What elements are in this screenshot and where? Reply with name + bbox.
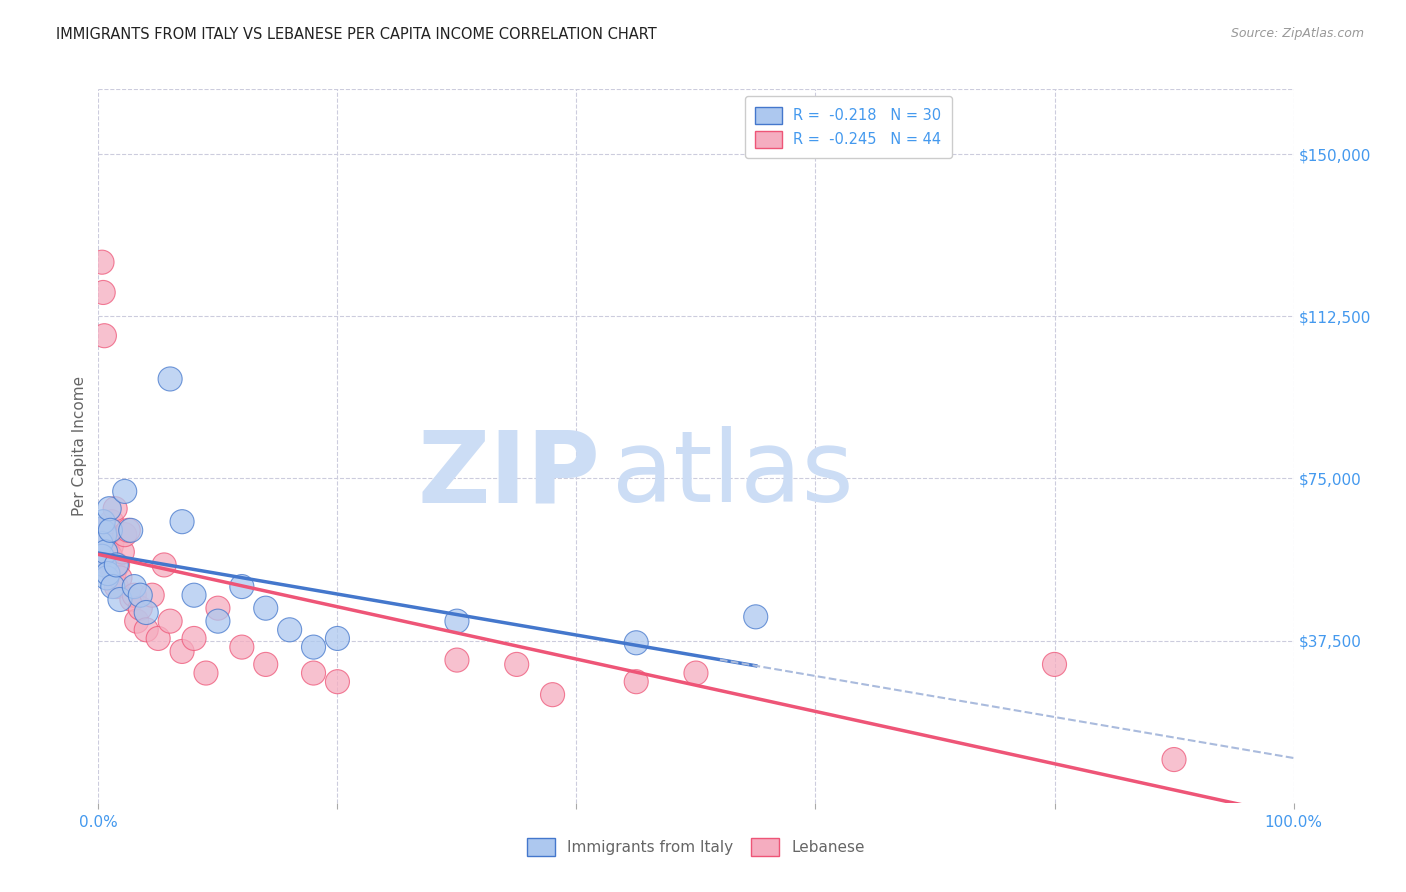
Point bbox=[90, 553, 112, 567]
Point bbox=[302, 666, 325, 681]
Point bbox=[124, 580, 146, 594]
Legend: Immigrants from Italy, Lebanese: Immigrants from Italy, Lebanese bbox=[516, 828, 876, 866]
Point bbox=[100, 515, 122, 529]
Point bbox=[91, 255, 114, 269]
Point bbox=[101, 558, 124, 572]
Point bbox=[98, 549, 122, 564]
Point bbox=[207, 614, 229, 628]
Point bbox=[121, 592, 143, 607]
Point bbox=[172, 644, 194, 658]
Y-axis label: Per Capita Income: Per Capita Income bbox=[72, 376, 87, 516]
Point bbox=[278, 623, 301, 637]
Point bbox=[94, 545, 117, 559]
Point bbox=[541, 688, 564, 702]
Point bbox=[302, 640, 325, 654]
Point bbox=[105, 558, 128, 572]
Point bbox=[98, 501, 121, 516]
Point bbox=[685, 666, 707, 681]
Point bbox=[172, 515, 194, 529]
Point bbox=[446, 614, 468, 628]
Point bbox=[129, 588, 152, 602]
Text: atlas: atlas bbox=[613, 426, 853, 523]
Point bbox=[108, 571, 131, 585]
Point bbox=[96, 571, 118, 585]
Point bbox=[101, 580, 124, 594]
Point bbox=[120, 524, 142, 538]
Point bbox=[231, 580, 253, 594]
Point bbox=[141, 588, 163, 602]
Point bbox=[159, 372, 181, 386]
Point bbox=[97, 566, 120, 581]
Point bbox=[90, 536, 112, 550]
Point bbox=[207, 601, 229, 615]
Text: Source: ZipAtlas.com: Source: ZipAtlas.com bbox=[1230, 27, 1364, 40]
Point bbox=[114, 527, 136, 541]
Point bbox=[626, 636, 648, 650]
Text: ZIP: ZIP bbox=[418, 426, 600, 523]
Point bbox=[91, 515, 114, 529]
Point bbox=[326, 632, 349, 646]
Text: IMMIGRANTS FROM ITALY VS LEBANESE PER CAPITA INCOME CORRELATION CHART: IMMIGRANTS FROM ITALY VS LEBANESE PER CA… bbox=[56, 27, 657, 42]
Point bbox=[745, 610, 768, 624]
Point bbox=[89, 527, 111, 541]
Point bbox=[183, 588, 205, 602]
Point bbox=[254, 657, 277, 672]
Point bbox=[114, 484, 136, 499]
Point bbox=[254, 601, 277, 615]
Point bbox=[153, 558, 176, 572]
Point bbox=[446, 653, 468, 667]
Point bbox=[183, 632, 205, 646]
Point bbox=[231, 640, 253, 654]
Point bbox=[107, 558, 129, 572]
Point bbox=[98, 558, 121, 572]
Point bbox=[117, 524, 139, 538]
Point bbox=[94, 536, 117, 550]
Point bbox=[89, 536, 111, 550]
Point bbox=[506, 657, 529, 672]
Point bbox=[195, 666, 218, 681]
Point bbox=[96, 527, 118, 541]
Point bbox=[108, 592, 131, 607]
Point bbox=[97, 545, 120, 559]
Point bbox=[129, 601, 152, 615]
Point bbox=[91, 285, 114, 300]
Point bbox=[93, 328, 115, 343]
Point bbox=[1043, 657, 1066, 672]
Point bbox=[159, 614, 181, 628]
Point bbox=[98, 524, 122, 538]
Point bbox=[148, 632, 170, 646]
Point bbox=[104, 501, 127, 516]
Point bbox=[135, 623, 157, 637]
Point bbox=[626, 674, 648, 689]
Point bbox=[91, 549, 114, 564]
Point bbox=[125, 614, 148, 628]
Point bbox=[124, 588, 146, 602]
Point bbox=[135, 606, 157, 620]
Point bbox=[93, 558, 115, 572]
Point bbox=[105, 580, 128, 594]
Point bbox=[1163, 753, 1185, 767]
Point bbox=[111, 545, 134, 559]
Point bbox=[103, 566, 125, 581]
Point bbox=[326, 674, 349, 689]
